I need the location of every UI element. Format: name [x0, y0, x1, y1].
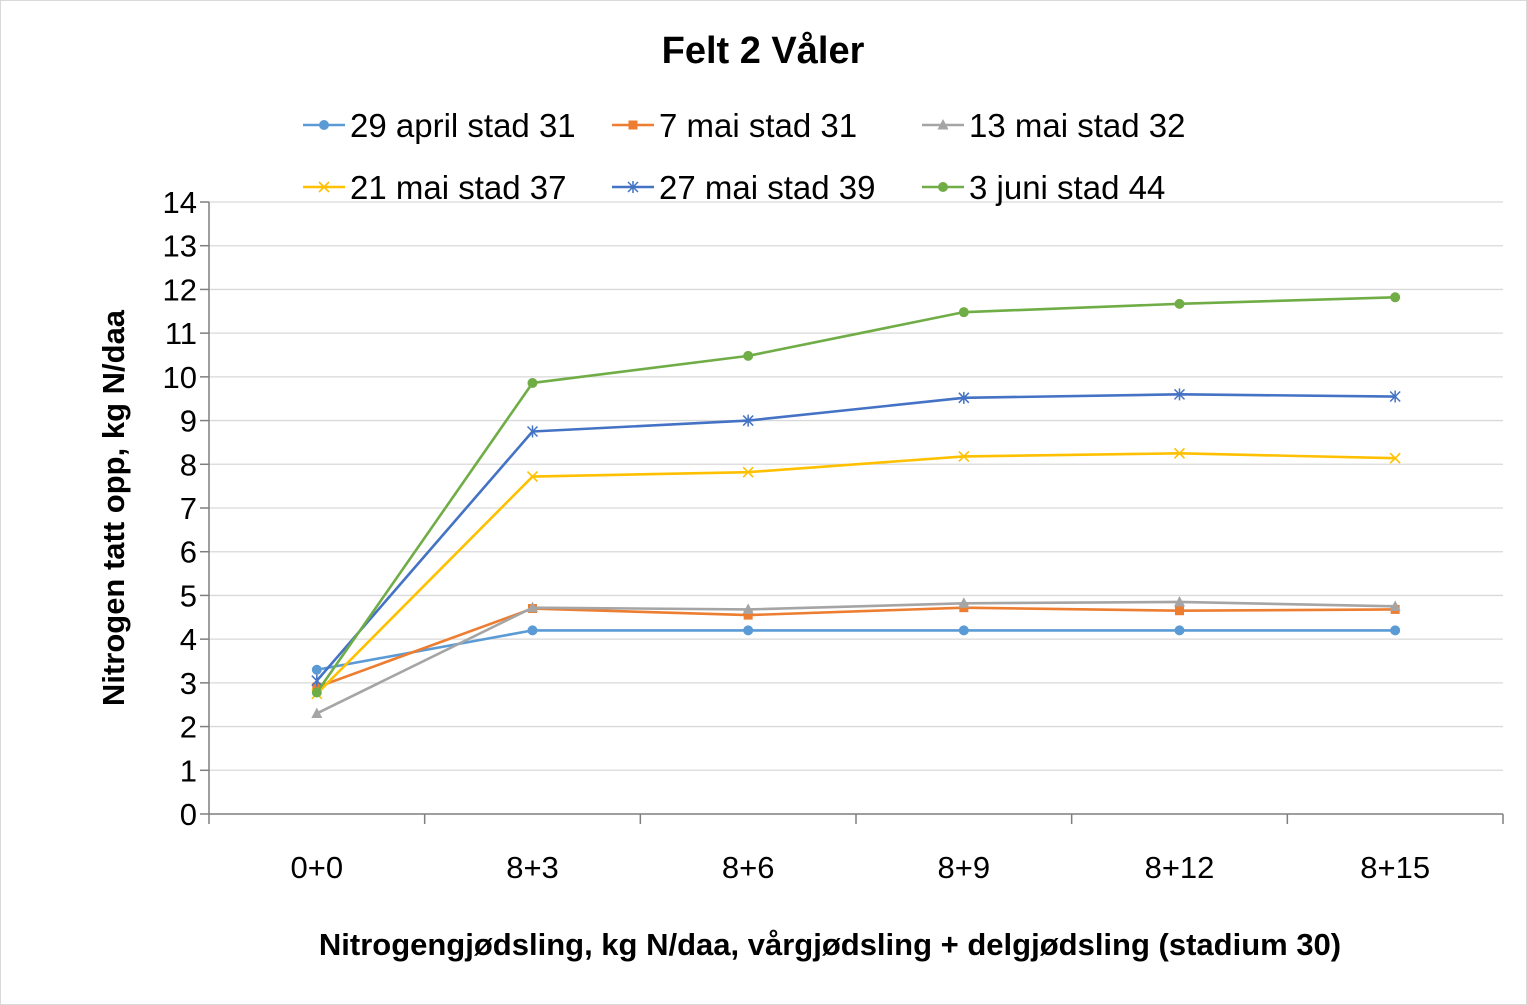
x-tick-labels: 0+0 8+3 8+6 8+9 8+12 8+15: [291, 850, 1431, 885]
x-tick-label: 8+3: [506, 850, 559, 885]
y-tick-label: 4: [180, 622, 197, 657]
y-tick-label: 14: [163, 185, 197, 220]
data-point: [526, 470, 539, 483]
data-point: [319, 120, 329, 130]
data-point: [1390, 292, 1401, 303]
data-point: [312, 682, 322, 692]
data-point: [743, 350, 754, 361]
data-point: [1174, 595, 1185, 607]
y-tick-label: 6: [180, 535, 197, 570]
data-point: [742, 466, 754, 478]
series-line: [316, 600, 1396, 715]
data-point: [311, 707, 323, 718]
x-tick-label: 8+9: [938, 850, 991, 885]
legend-label: 3 juni stad 44: [969, 169, 1165, 206]
x-tick-label: 8+6: [722, 850, 775, 885]
data-point: [743, 610, 753, 620]
legend-label: 27 mai stad 39: [659, 169, 875, 206]
data-point: [627, 181, 639, 193]
chart-title: Felt 2 Våler: [662, 30, 865, 72]
data-point: [527, 601, 538, 613]
y-axis-title: Nitrogen tatt opp, kg N/daa: [96, 309, 131, 706]
series-line: [316, 629, 1396, 672]
data-point: [527, 625, 538, 636]
series-2: [312, 603, 1400, 692]
data-point: [318, 181, 330, 193]
legend-label: 29 april stad 31: [350, 107, 576, 144]
y-tick-label: 12: [163, 272, 197, 307]
data-point: [958, 391, 970, 404]
data-point: [311, 674, 323, 687]
y-tick-label: 0: [180, 797, 197, 832]
data-point: [311, 664, 322, 675]
data-point: [742, 603, 754, 614]
data-point: [958, 625, 969, 636]
series-line: [315, 393, 1396, 682]
y-tick-label: 7: [180, 491, 197, 526]
legend-entry: 21 mai stad 37: [303, 169, 566, 206]
data-point: [1389, 452, 1401, 464]
legend-label: 21 mai stad 37: [350, 169, 566, 206]
data-point: [311, 687, 322, 698]
series-3: [311, 595, 1401, 718]
series-line: [315, 452, 1396, 695]
data-point: [958, 450, 970, 462]
data-point: [1390, 625, 1401, 636]
data-point: [1175, 606, 1184, 616]
y-tick-label: 2: [180, 710, 197, 745]
data-point: [958, 597, 970, 608]
data-point: [1174, 298, 1185, 309]
data-point: [1173, 447, 1186, 459]
series-5: [311, 388, 1401, 687]
data-point: [1389, 390, 1401, 403]
legend-label: 7 mai stad 31: [659, 107, 857, 144]
y-tick-label: 11: [165, 316, 197, 351]
y-tick-label: 8: [180, 447, 197, 482]
series-1: [311, 625, 1401, 675]
data-point: [1174, 625, 1185, 636]
series-line: [316, 606, 1396, 689]
data-point: [527, 377, 538, 388]
x-tick-label: 8+12: [1145, 850, 1215, 885]
data-point: [628, 120, 638, 130]
legend-entry: 7 mai stad 31: [612, 107, 857, 144]
data-point: [1173, 388, 1186, 401]
series-line: [315, 295, 1396, 694]
gridlines: [209, 201, 1503, 771]
data-point: [743, 625, 754, 636]
y-tick-label: 9: [180, 404, 197, 439]
series-6: [311, 292, 1401, 698]
x-axis-title: Nitrogengjødsling, kg N/daa, vårgjødslin…: [319, 927, 1341, 962]
x-tick-label: 8+15: [1360, 850, 1430, 885]
legend-entry: 13 mai stad 32: [922, 107, 1185, 144]
series-group: [311, 292, 1401, 718]
data-point: [1389, 600, 1401, 611]
legend-label: 13 mai stad 32: [969, 107, 1185, 144]
y-tick-label: 13: [163, 229, 197, 264]
legend: 29 april stad 31 7 mai stad 31 13 mai stad…: [303, 107, 1185, 206]
y-tick-label: 1: [180, 753, 197, 788]
legend-entry: 29 april stad 31: [303, 107, 576, 144]
legend-entry: 3 juni stad 44: [922, 169, 1165, 206]
y-tick-label: 5: [180, 578, 197, 613]
data-point: [526, 425, 539, 438]
legend-entry: 27 mai stad 39: [612, 169, 875, 206]
series-4: [311, 447, 1401, 700]
y-tick-label: 10: [163, 360, 197, 395]
y-tick-label: 3: [180, 666, 197, 701]
data-point: [937, 119, 949, 130]
data-point: [742, 414, 754, 427]
data-point: [938, 182, 948, 192]
data-point: [958, 307, 969, 318]
axes: [200, 201, 1504, 824]
x-tick-label: 0+0: [291, 850, 344, 885]
